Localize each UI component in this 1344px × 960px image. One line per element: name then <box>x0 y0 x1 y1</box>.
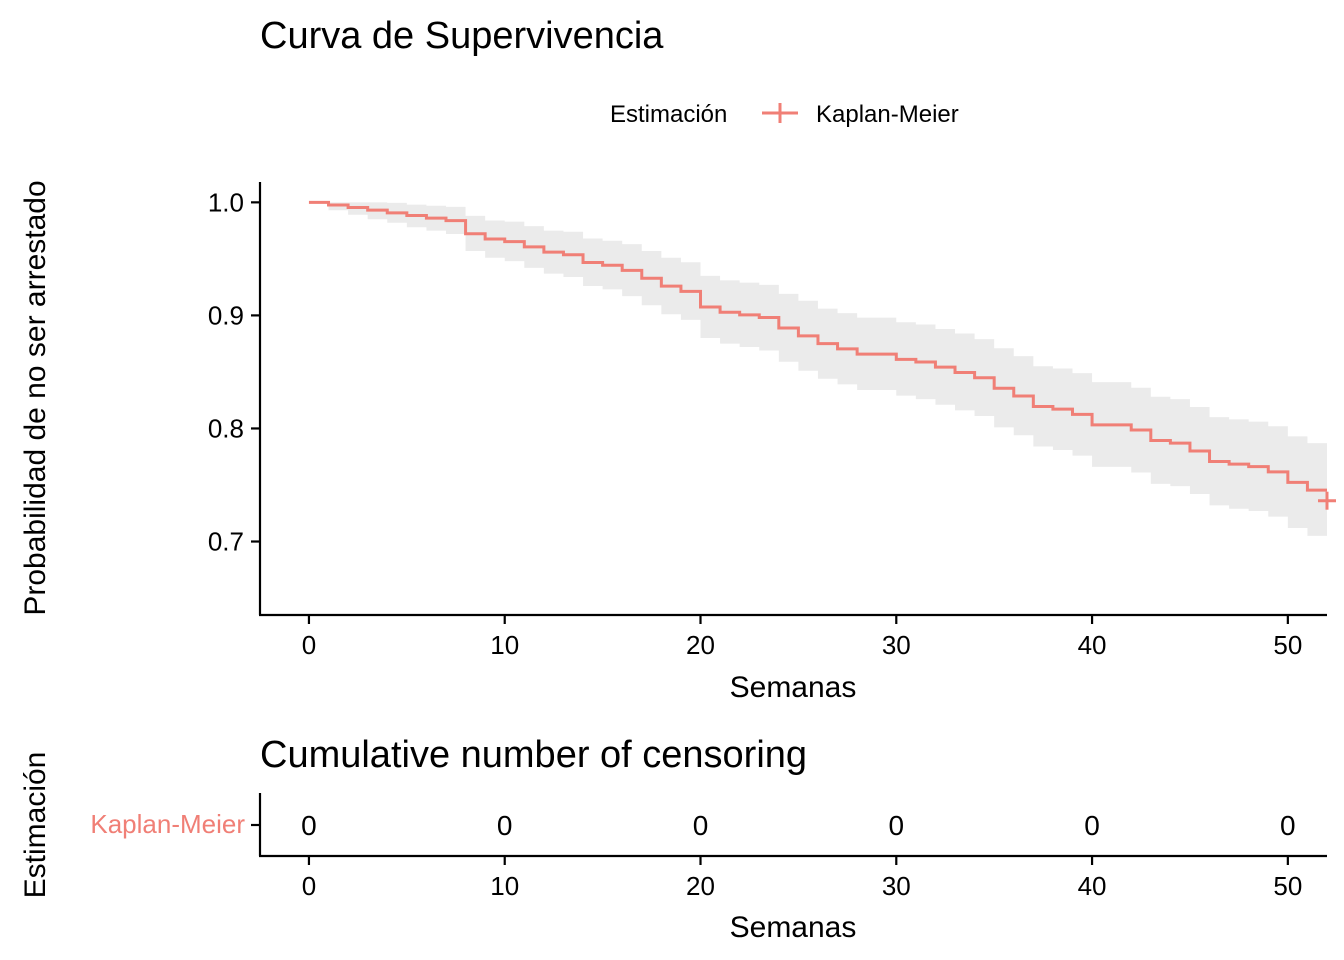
table-x-tick-label: 20 <box>686 871 715 901</box>
table-x-tick-label: 30 <box>882 871 911 901</box>
x-ticks: 0 10 20 30 40 50 <box>302 616 1302 660</box>
y-tick-label: 0.8 <box>208 413 244 443</box>
legend-title: Estimación <box>610 101 727 128</box>
table-x-ticks: 0 10 20 30 40 50 <box>302 857 1302 901</box>
table-cell-value: 0 <box>301 810 317 841</box>
table-cell-value: 0 <box>1084 810 1100 841</box>
x-tick-label: 50 <box>1273 630 1302 660</box>
table-x-tick-label: 0 <box>302 871 316 901</box>
y-tick-label: 0.7 <box>208 527 244 557</box>
chart-title: Curva de Supervivencia <box>260 15 664 57</box>
table-x-tick-label: 40 <box>1078 871 1107 901</box>
survival-plot: Curva de Supervivencia Estimación Kaplan… <box>19 15 1336 704</box>
km-series-kaplan-meier <box>308 200 1327 492</box>
y-tick-label: 1.0 <box>208 187 244 217</box>
table-cell-value: 0 <box>1280 810 1296 841</box>
table-cell-value: 0 <box>888 810 904 841</box>
y-ticks: 0.7 0.8 0.9 1.0 <box>208 187 259 557</box>
y-axis-title: Probabilidad de no ser arrestado <box>19 180 52 615</box>
censor-marks <box>1318 491 1336 510</box>
x-tick-label: 30 <box>882 630 911 660</box>
table-values: 0 0 0 0 0 0 <box>301 810 1295 841</box>
table-x-axis-title: Semanas <box>730 911 857 944</box>
table-x-tick-label: 50 <box>1273 871 1302 901</box>
table-title: Cumulative number of censoring <box>260 734 807 776</box>
censoring-table: Cumulative number of censoring Kaplan-Me… <box>19 734 1327 944</box>
x-axis-title: Semanas <box>730 671 857 704</box>
table-cell-value: 0 <box>497 810 513 841</box>
table-y-axis-title: Estimación <box>19 752 52 899</box>
confidence-band <box>308 202 1327 536</box>
table-x-tick-label: 10 <box>490 871 519 901</box>
legend: Estimación Kaplan-Meier <box>610 101 959 128</box>
y-tick-label: 0.9 <box>208 300 244 330</box>
x-tick-label: 40 <box>1078 630 1107 660</box>
legend-entry-kaplan-meier: Kaplan-Meier <box>816 101 959 128</box>
x-tick-label: 0 <box>302 630 316 660</box>
x-tick-label: 10 <box>490 630 519 660</box>
table-row-label-kaplan-meier: Kaplan-Meier <box>90 809 245 839</box>
x-tick-label: 20 <box>686 630 715 660</box>
table-cell-value: 0 <box>693 810 709 841</box>
